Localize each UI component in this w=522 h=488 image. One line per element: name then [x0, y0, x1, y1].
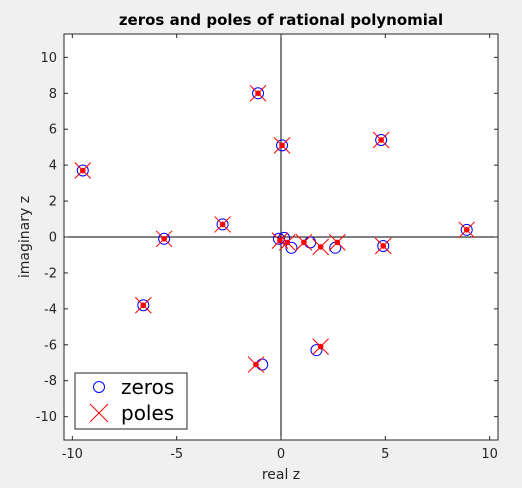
pole-marker	[271, 232, 289, 249]
pole-marker	[374, 237, 392, 255]
pole-marker	[328, 234, 346, 251]
tick-marks	[64, 34, 498, 440]
pole-marker	[134, 296, 152, 314]
zero-marker	[375, 133, 388, 146]
zero-marker	[285, 241, 298, 254]
x-tick-label: 0	[277, 447, 285, 462]
legend-box	[74, 372, 188, 430]
x-tick-labels: -10 -5 0 5 10	[62, 447, 498, 462]
series-poles	[74, 84, 476, 373]
y-tick-label: -2	[44, 266, 57, 281]
pole-marker	[312, 338, 329, 355]
zero-marker	[272, 232, 285, 245]
zero-marker	[460, 223, 473, 236]
zero-marker	[252, 87, 265, 100]
pole-marker	[372, 131, 390, 149]
pole-marker	[74, 162, 92, 179]
pole-marker	[155, 230, 173, 248]
y-tick-label: -6	[44, 338, 57, 353]
y-tick-label: 0	[49, 231, 57, 246]
y-tick-label: 2	[49, 195, 57, 210]
legend-poles-label: poles	[121, 401, 174, 425]
y-tick-label: 4	[49, 159, 57, 174]
pole-marker	[278, 234, 296, 251]
zero-marker	[76, 164, 89, 177]
zero-marker	[137, 299, 150, 312]
x-axis-label: real z	[262, 467, 300, 483]
legend-zeros-marker	[93, 381, 105, 393]
zero-marker	[377, 239, 390, 252]
y-tick-labels: -10 -8 -6 -4 -2 0 2 4 6 8 10	[36, 51, 57, 425]
x-tick-label: -5	[170, 447, 183, 462]
pole-marker	[214, 216, 231, 233]
pole-marker	[295, 234, 313, 251]
x-tick-label: 5	[381, 447, 389, 462]
pole-marker	[273, 137, 291, 154]
y-tick-label: 8	[49, 87, 57, 102]
legend: zeros poles	[74, 372, 188, 430]
y-tick-label: 6	[49, 123, 57, 138]
legend-poles-marker	[89, 403, 109, 423]
y-tick-label: -4	[44, 302, 57, 317]
x-tick-label: -10	[62, 447, 83, 462]
zero-marker	[216, 218, 229, 231]
y-tick-label: 10	[40, 51, 57, 66]
pole-marker	[312, 238, 329, 256]
legend-zeros-label: zeros	[121, 375, 174, 399]
zero-marker	[278, 231, 291, 244]
y-tick-label: -10	[36, 410, 57, 425]
chart-title: zeros and poles of rational polynomial	[119, 11, 443, 29]
y-tick-label: -8	[44, 374, 57, 389]
zero-marker	[310, 344, 323, 357]
x-tick-label: 10	[481, 447, 498, 462]
pole-marker	[249, 84, 267, 102]
zero-marker	[158, 232, 171, 245]
y-axis-label: imaginary z	[17, 196, 33, 278]
plot-frame	[63, 33, 499, 441]
zero-marker	[276, 139, 289, 152]
pole-marker	[247, 356, 265, 373]
pole-marker	[458, 221, 476, 239]
